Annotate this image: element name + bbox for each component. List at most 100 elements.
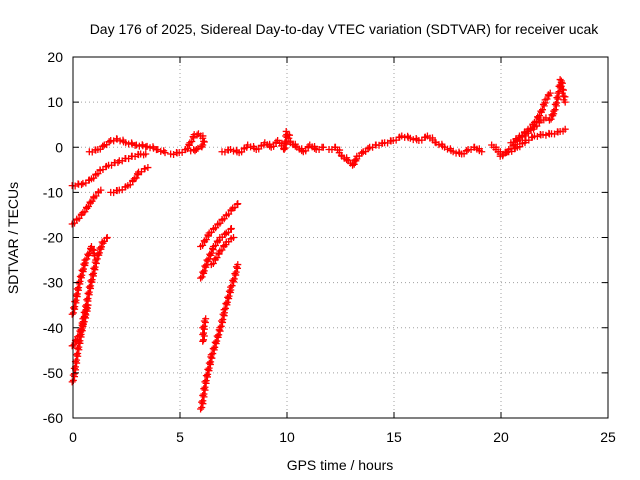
- data-point: [231, 270, 239, 278]
- data-point: [557, 82, 565, 90]
- data-point: [82, 306, 90, 314]
- data-point: [78, 181, 86, 189]
- data-point: [76, 327, 84, 335]
- series-arc-s: [496, 114, 550, 160]
- data-point: [74, 344, 82, 352]
- x-tick-labels: 0 5 10 15 20 25: [69, 429, 616, 445]
- data-point: [90, 264, 98, 272]
- data-point: [201, 378, 209, 386]
- y-tick-label: -20: [43, 230, 63, 246]
- x-tick-label: 15: [386, 429, 402, 445]
- data-point: [84, 301, 92, 309]
- series-arc-k: [197, 224, 235, 282]
- data-point: [350, 160, 358, 168]
- data-point: [78, 266, 86, 274]
- series-arc-j: [199, 315, 210, 345]
- data-point: [199, 268, 207, 276]
- data-point: [79, 319, 87, 327]
- y-tick-label: -40: [43, 320, 63, 336]
- x-tick-label: 0: [69, 429, 77, 445]
- y-tick-label: -50: [43, 365, 63, 381]
- data-point: [224, 293, 232, 301]
- data-point: [68, 310, 76, 318]
- y-tick-label: 20: [47, 49, 63, 65]
- data-point: [349, 161, 357, 169]
- data-point: [87, 277, 95, 285]
- data-point: [284, 131, 292, 139]
- data-point: [219, 310, 227, 318]
- series-arc-e: [68, 150, 150, 190]
- data-point: [207, 351, 215, 359]
- data-point: [199, 241, 207, 249]
- data-point: [202, 372, 210, 380]
- data-point: [72, 351, 80, 359]
- data-point: [280, 146, 288, 154]
- y-tick-label: -10: [43, 184, 63, 200]
- data-point: [227, 224, 235, 232]
- data-point: [71, 298, 79, 306]
- data-point: [351, 156, 359, 164]
- series-arc-d: [68, 186, 105, 228]
- x-tick-label: 5: [176, 429, 184, 445]
- series-arc-h: [167, 130, 208, 158]
- data-point: [213, 254, 221, 262]
- data-point: [97, 186, 105, 194]
- data-point: [85, 283, 93, 291]
- y-tick-label: 0: [55, 139, 63, 155]
- data-point: [551, 100, 559, 108]
- data-point: [202, 315, 210, 323]
- data-point: [558, 79, 566, 87]
- data-point: [229, 276, 237, 284]
- data-point: [319, 143, 327, 151]
- data-point: [230, 234, 237, 241]
- data-point: [542, 114, 550, 122]
- data-point: [83, 255, 91, 263]
- data-point: [197, 274, 205, 282]
- data-point: [222, 300, 230, 308]
- data-point: [188, 138, 196, 146]
- data-point: [77, 326, 85, 334]
- data-point: [286, 131, 294, 139]
- data-point: [561, 125, 569, 133]
- data-point: [202, 236, 210, 244]
- x-tick-label: 10: [279, 429, 295, 445]
- data-point: [201, 262, 209, 270]
- data-point: [199, 337, 207, 345]
- data-point: [220, 306, 228, 314]
- data-point: [92, 256, 100, 264]
- data-point: [199, 134, 207, 142]
- data-point: [103, 234, 111, 241]
- data-point: [358, 149, 366, 157]
- data-point: [227, 283, 235, 291]
- data-point: [546, 89, 554, 97]
- x-axis-label: GPS time / hours: [287, 457, 394, 473]
- data-point: [550, 107, 558, 115]
- data-point: [234, 200, 242, 208]
- data-point: [291, 142, 299, 150]
- data-point: [199, 331, 207, 339]
- data-point: [70, 364, 78, 372]
- data-point: [561, 98, 569, 106]
- series-arc-i: [197, 261, 242, 413]
- data-point: [209, 259, 217, 267]
- x-tick-label: 20: [493, 429, 509, 445]
- data-point: [537, 107, 545, 115]
- data-point: [216, 324, 224, 332]
- data-point: [87, 243, 95, 251]
- data-point: [76, 272, 84, 280]
- data-points: [68, 76, 569, 413]
- data-point: [539, 106, 547, 114]
- data-point: [72, 291, 80, 299]
- data-point: [539, 100, 547, 108]
- data-point: [343, 156, 351, 164]
- data-point: [205, 359, 213, 367]
- data-point: [199, 391, 207, 399]
- data-point: [144, 164, 152, 172]
- series-arc-n: [218, 127, 327, 157]
- data-point: [560, 86, 568, 94]
- data-point: [199, 324, 207, 332]
- data-point: [83, 296, 91, 304]
- data-point: [225, 287, 233, 295]
